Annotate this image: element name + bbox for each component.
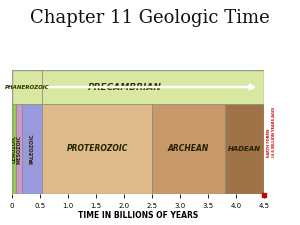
- Text: PHANEROZOIC: PHANEROZOIC: [5, 85, 50, 90]
- Text: PRECAMBRIAN: PRECAMBRIAN: [88, 83, 162, 92]
- Bar: [152, 104, 225, 194]
- Text: HADEAN: HADEAN: [228, 146, 261, 152]
- Text: CENOZOIC: CENOZOIC: [11, 135, 16, 163]
- Bar: [22, 104, 42, 194]
- Bar: [42, 104, 152, 194]
- Text: PROTEROZOIC: PROTEROZOIC: [66, 144, 128, 153]
- Bar: [42, 70, 264, 104]
- Text: ARCHEAN: ARCHEAN: [168, 144, 209, 153]
- Text: Chapter 11 Geologic Time: Chapter 11 Geologic Time: [30, 9, 270, 27]
- Bar: [12, 104, 16, 194]
- Bar: [12, 70, 42, 104]
- Text: EARTH FORMS
(4.6 BILLION YEARS AGO): EARTH FORMS (4.6 BILLION YEARS AGO): [267, 106, 275, 157]
- Bar: [225, 104, 264, 194]
- Text: PALEOZOIC: PALEOZOIC: [30, 134, 35, 164]
- Text: MESOZOIC: MESOZOIC: [16, 134, 21, 164]
- X-axis label: TIME IN BILLIONS OF YEARS: TIME IN BILLIONS OF YEARS: [78, 211, 198, 220]
- Bar: [16, 104, 22, 194]
